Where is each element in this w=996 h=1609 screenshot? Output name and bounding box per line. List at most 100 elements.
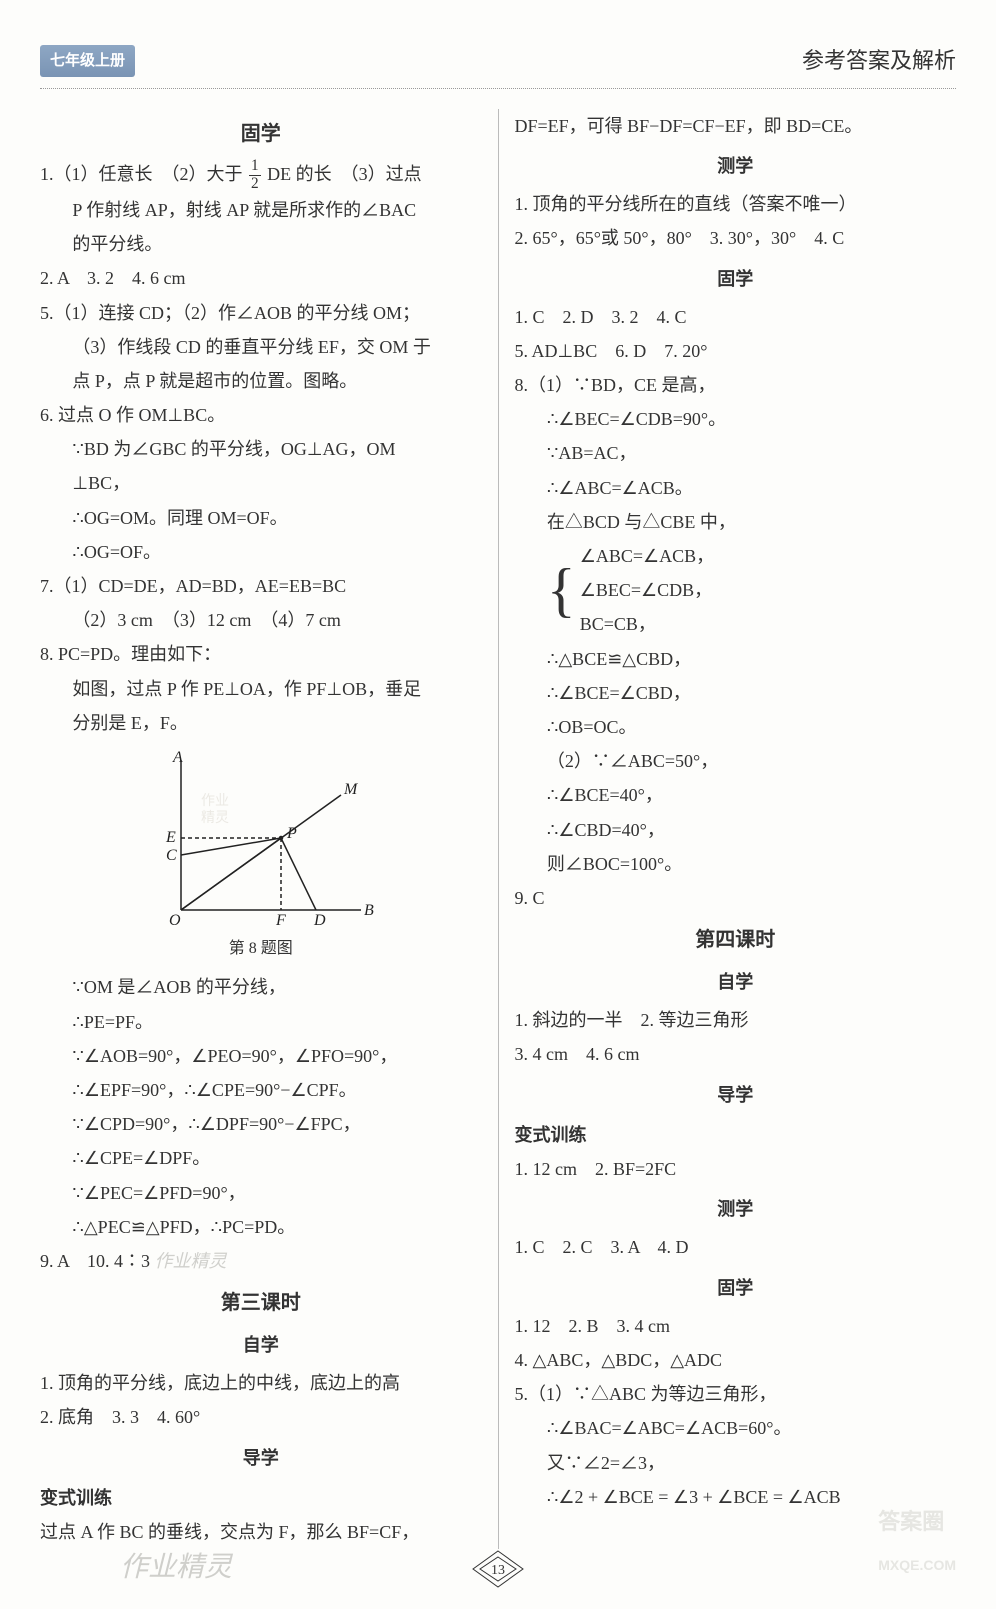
q5-line1: 5.（1）连接 CD；（2）作∠AOB 的平分线 OM； [40,296,482,330]
cexue4-title: 测学 [515,1192,957,1226]
gu-q8i: （2）∵∠ABC=50°， [515,744,957,778]
q7-line2: （2）3 cm （3）12 cm （4）7 cm [40,603,482,637]
bianshi-line1: 过点 A 作 BC 的垂线，交点为 F，那么 BF=CF， [40,1515,482,1549]
q8-line5: ∴PE=PF。 [40,1005,482,1039]
brace-line1: ∠ABC=∠ACB， [580,539,714,573]
q8-line10: ∵∠PEC=∠PFD=90°， [40,1176,482,1210]
watermark-bottom-right: 答案圈 MXQE.COM [878,1501,956,1585]
figure-caption: 第 8 题图 [40,934,482,964]
q1-line1: 1.（1）任意长 （2）大于 1 2 DE 的长 （3）过点 [40,157,482,193]
gu-q8d: ∴∠ABC=∠ACB。 [515,471,957,505]
bianshi-r-line1: 1. 12 cm 2. BF=2FC [515,1152,957,1186]
gu-q8c: ∵AB=AC， [515,436,957,470]
page-number-ornament: 13 [468,1549,528,1589]
q1-line3: 的平分线。 [40,227,482,261]
q6-line1: 6. 过点 O 作 OM⊥BC。 [40,398,482,432]
cexue-title-r: 测学 [515,149,957,183]
label-O: O [169,912,181,929]
q1-line2: P 作射线 AP，射线 AP 就是所求作的∠BAC [40,193,482,227]
gu-q8l: 则∠BOC=100°。 [515,847,957,881]
q8-line11: ∴△PEC≌△PFD，∴PC=PD。 [40,1210,482,1244]
lesson3-title: 第三课时 [40,1284,482,1322]
gu-q8k: ∴∠CBD=40°， [515,813,957,847]
q8-line8: ∵∠CPD=90°，∴∠DPF=90°−∠FPC， [40,1107,482,1141]
gu-q5: 5. AD⊥BC 6. D 7. 20° [515,334,957,368]
gu4-q4: 4. △ABC，△BDC，△ADC [515,1343,957,1377]
guxue-title-r: 固学 [515,262,957,296]
lesson4-title: 第四课时 [515,921,957,959]
section-guxue-l: 固学 [40,115,482,153]
svg-text:精灵: 精灵 [201,810,229,826]
q7-line1: 7.（1）CD=DE，AD=BD，AE=EB=BC [40,569,482,603]
label-C: C [166,847,177,864]
q8-line3: 分别是 E，F。 [40,706,482,740]
q5-line3: 点 P，点 P 就是超市的位置。图略。 [40,364,482,398]
brace-line2: ∠BEC=∠CDB， [580,573,714,607]
gu-q8j: ∴∠BCE=40°， [515,778,957,812]
geometry-diagram: A B C D E F M O P 作业 精灵 [131,750,391,930]
page-number: 13 [491,1563,505,1578]
q8-figure: A B C D E F M O P 作业 精灵 [40,750,482,964]
r-cont: DF=EF，可得 BF−DF=CF−EF，即 BD=CE。 [515,109,957,143]
grade-badge: 七年级上册 [40,45,135,78]
q6-line4: ∴OG=OM。同理 OM=OF。 [40,501,482,535]
l3-q2: 2. 底角 3. 3 4. 60° [40,1400,482,1434]
q2-line: 2. A 3. 2 4. 6 cm [40,261,482,295]
label-A: A [172,750,183,766]
two-column-layout: 固学 1.（1）任意长 （2）大于 1 2 DE 的长 （3）过点 P 作射线 … [40,109,956,1549]
lesson3-daoxue: 导学 [40,1441,482,1475]
gu-q8b: ∴∠BEC=∠CDB=90°。 [515,402,957,436]
guxue4-title: 固学 [515,1271,957,1305]
gu4-q5a: 5.（1）∵△ABC 为等边三角形， [515,1377,957,1411]
left-column: 固学 1.（1）任意长 （2）大于 1 2 DE 的长 （3）过点 P 作射线 … [40,109,482,1549]
gu-q8h: ∴OB=OC。 [515,710,957,744]
label-B: B [364,902,374,919]
label-P: P [286,825,297,842]
lesson4-daoxue: 导学 [515,1078,957,1112]
q9-line: 9. A 10. 4∶3 作业精灵 [40,1244,482,1278]
gu4-q1: 1. 12 2. B 3. 4 cm [515,1309,957,1343]
gu4-q5b: ∴∠BAC=∠ABC=∠ACB=60°。 [515,1411,957,1445]
label-E: E [165,829,176,846]
q8-line7: ∴∠EPF=90°，∴∠CPE=90°−∠CPF。 [40,1073,482,1107]
gu4-q5c: 又∵∠2=∠3， [515,1446,957,1480]
q6-line5: ∴OG=OF。 [40,535,482,569]
gu-q9: 9. C [515,881,957,915]
label-F: F [275,912,286,929]
ce-q1: 1. 顶角的平分线所在的直线（答案不唯一） [515,187,957,221]
label-M: M [343,781,359,798]
watermark-inline: 作业精灵 [155,1251,227,1271]
page-header: 七年级上册 参考答案及解析 [40,40,956,89]
right-column: DF=EF，可得 BF−DF=CF−EF，即 BD=CE。 测学 1. 顶角的平… [515,109,957,1549]
label-D: D [313,912,326,929]
gu-q8a: 8.（1）∵BD，CE 是高， [515,368,957,402]
header-title: 参考答案及解析 [802,40,956,82]
bianshi-title-r: 变式训练 [515,1118,957,1152]
gu-q8e: 在△BCD 与△CBE 中， [515,505,957,539]
l4-q3: 3. 4 cm 4. 6 cm [515,1037,957,1071]
gu-q8f: ∴△BCE≌△CBD， [515,642,957,676]
column-divider [498,109,499,1549]
q8-line9: ∴∠CPE=∠DPF。 [40,1141,482,1175]
brace-system: { ∠ABC=∠ACB， ∠BEC=∠CDB， BC=CB， [547,539,956,642]
l3-q1: 1. 顶角的平分线，底边上的中线，底边上的高 [40,1366,482,1400]
ce4-q1: 1. C 2. C 3. A 4. D [515,1230,957,1264]
gu-q1: 1. C 2. D 3. 2 4. C [515,300,957,334]
left-brace-icon: { [547,560,576,620]
q8-line1: 8. PC=PD。理由如下： [40,637,482,671]
q8-line6: ∵∠AOB=90°，∠PEO=90°，∠PFO=90°， [40,1039,482,1073]
watermark-bottom-left: 作业精灵 [120,1541,232,1594]
lesson3-zixue: 自学 [40,1328,482,1362]
lesson4-zixue: 自学 [515,965,957,999]
fraction-half: 1 2 [249,158,261,193]
q8-line4: ∵OM 是∠AOB 的平分线， [40,970,482,1004]
gu-q8g: ∴∠BCE=∠CBD， [515,676,957,710]
q8-line2: 如图，过点 P 作 PE⊥OA，作 PF⊥OB，垂足 [40,672,482,706]
brace-line3: BC=CB， [580,607,714,641]
l4-q1: 1. 斜边的一半 2. 等边三角形 [515,1003,957,1037]
svg-text:作业: 作业 [201,793,229,809]
document-page: 七年级上册 参考答案及解析 固学 1.（1）任意长 （2）大于 1 2 DE 的… [0,0,996,1609]
ce-q2: 2. 65°，65°或 50°，80° 3. 30°，30° 4. C [515,221,957,255]
bianshi-title-l: 变式训练 [40,1481,482,1515]
q6-line3: ⊥BC， [40,466,482,500]
